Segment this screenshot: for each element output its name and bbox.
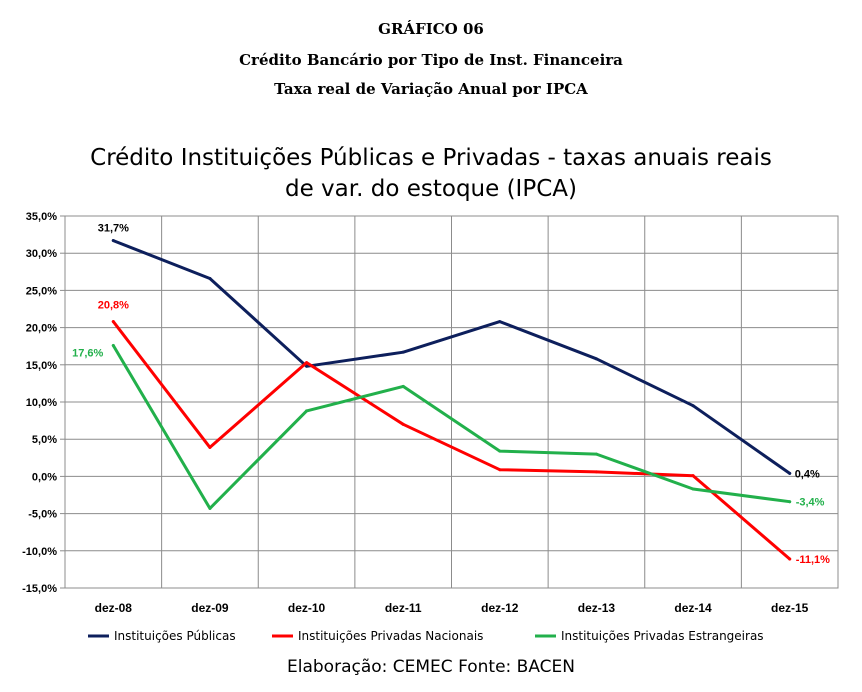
series-line-public-institutions [111, 239, 792, 475]
data-point-private-foreign [401, 384, 405, 388]
data-point-private-foreign [208, 506, 212, 510]
y-tick-label: -10,0% [22, 546, 57, 558]
data-point-public-institutions [401, 350, 405, 354]
x-tick-label: dez-15 [771, 601, 809, 615]
data-point-private-national [111, 320, 115, 324]
data-point-public-institutions [498, 320, 502, 324]
data-point-private-national [305, 361, 309, 365]
legend-label-private-national: Instituições Privadas Nacionais [298, 629, 483, 643]
data-point-private-national [691, 474, 695, 478]
data-point-private-national [208, 445, 212, 449]
data-point-private-national [594, 470, 598, 474]
data-label-private-national: -11,1% [796, 554, 830, 566]
data-label-public-institutions: 0,4% [795, 468, 820, 480]
x-tick-label: dez-09 [191, 601, 229, 615]
data-point-private-foreign [788, 500, 792, 504]
data-label-private-national: 20,8% [98, 300, 129, 312]
y-tick-label: 25,0% [26, 285, 57, 297]
data-point-private-national [401, 422, 405, 426]
chart-title-line1: Crédito Instituições Públicas e Privadas… [90, 145, 772, 171]
data-point-private-foreign [111, 343, 115, 347]
x-tick-label: dez-10 [288, 601, 326, 615]
y-tick-label: 30,0% [26, 248, 57, 260]
y-tick-label: 5,0% [32, 434, 57, 446]
x-tick-label: dez-12 [481, 601, 519, 615]
data-point-public-institutions [111, 239, 115, 243]
y-tick-label: 15,0% [26, 360, 57, 372]
data-label-public-institutions: 31,7% [98, 223, 129, 235]
x-tick-label: dez-11 [385, 601, 422, 615]
x-tick-label: dez-08 [95, 601, 133, 615]
data-point-private-foreign [691, 487, 695, 491]
y-tick-label: 10,0% [26, 397, 57, 409]
data-point-private-national [498, 468, 502, 472]
data-point-public-institutions [594, 357, 598, 361]
data-point-private-foreign [305, 409, 309, 413]
chart-title-line2: de var. do estoque (IPCA) [285, 176, 577, 202]
data-label-private-foreign: -3,4% [796, 497, 825, 509]
data-point-public-institutions [208, 276, 212, 280]
data-point-public-institutions [691, 404, 695, 408]
y-tick-label: 20,0% [26, 323, 57, 335]
legend-label-public-institutions: Instituições Públicas [114, 629, 236, 643]
data-point-private-national [788, 557, 792, 561]
series-line-private-foreign [111, 344, 792, 510]
y-tick-label: -5,0% [28, 509, 57, 521]
series-line-private-national [111, 320, 792, 561]
report-subtitle: Crédito Bancário por Tipo de Inst. Finan… [239, 51, 623, 69]
x-tick-label: dez-14 [674, 601, 712, 615]
data-label-private-foreign: 17,6% [72, 347, 103, 359]
x-tick-label: dez-13 [578, 601, 616, 615]
data-point-private-foreign [498, 449, 502, 453]
data-point-private-foreign [594, 452, 598, 456]
y-tick-label: -15,0% [22, 583, 57, 595]
legend-label-private-foreign: Instituições Privadas Estrangeiras [561, 629, 764, 643]
report-subtitle-2: Taxa real de Variação Anual por IPCA [274, 80, 588, 98]
data-point-public-institutions [788, 471, 792, 475]
data-point-public-institutions [305, 364, 309, 368]
y-tick-label: 0,0% [32, 471, 57, 483]
report-figure-number: GRÁFICO 06 [378, 20, 484, 38]
source-footer: Elaboração: CEMEC Fonte: BACEN [287, 657, 575, 677]
y-tick-label: 35,0% [26, 211, 57, 223]
